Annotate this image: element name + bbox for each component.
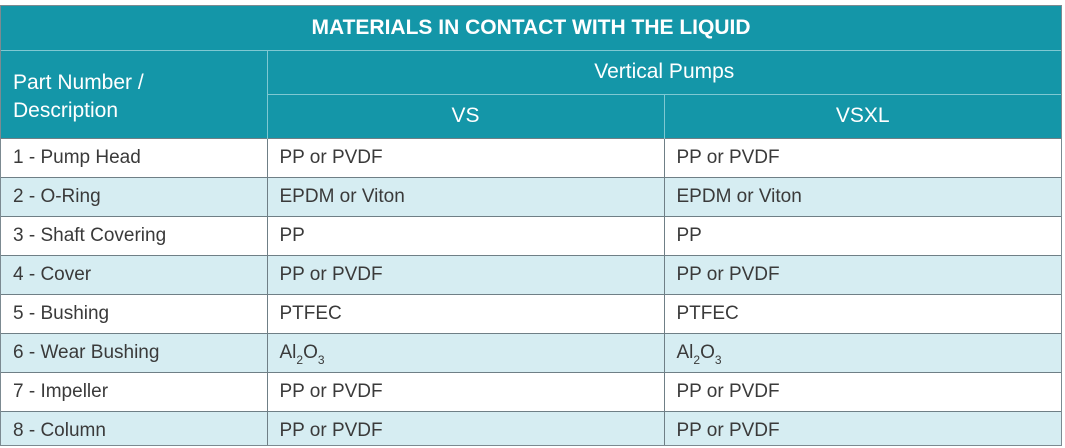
part-cell: 2 - O-Ring <box>1 176 268 216</box>
table-row: 5 - Bushing PTFEC PTFEC <box>1 293 1061 333</box>
desc-header-line1: Part Number / <box>13 70 144 94</box>
vsxl-cell: PP <box>664 215 1061 255</box>
vs-cell: Al2O3 <box>267 332 665 372</box>
vertical-pumps-header: Vertical Pumps <box>267 50 1061 95</box>
vs-cell: EPDM or Viton <box>267 176 665 216</box>
table-title: MATERIALS IN CONTACT WITH THE LIQUID <box>1 6 1061 51</box>
vsxl-cell: PP or PVDF <box>664 137 1061 177</box>
part-cell: 7 - Impeller <box>1 371 268 411</box>
vs-cell: PP or PVDF <box>267 137 665 177</box>
part-cell: 8 - Column <box>1 410 268 445</box>
part-cell: 6 - Wear Bushing <box>1 332 268 372</box>
vsxl-column-header: VSXL <box>664 94 1061 138</box>
table-row: 6 - Wear Bushing Al2O3 Al2O3 <box>1 332 1061 372</box>
table-row: 3 - Shaft Covering PP PP <box>1 215 1061 255</box>
vsxl-cell: Al2O3 <box>664 332 1061 372</box>
vsxl-cell: PP or PVDF <box>664 254 1061 294</box>
vsxl-cell: PP or PVDF <box>664 371 1061 411</box>
table-row: 1 - Pump Head PP or PVDF PP or PVDF <box>1 137 1061 177</box>
materials-table: MATERIALS IN CONTACT WITH THE LIQUID Par… <box>1 6 1061 445</box>
vs-cell: PP or PVDF <box>267 410 665 445</box>
vs-cell: PTFEC <box>267 293 665 333</box>
part-cell: 4 - Cover <box>1 254 268 294</box>
vs-cell: PP or PVDF <box>267 254 665 294</box>
part-cell: 1 - Pump Head <box>1 137 268 177</box>
table-row: 7 - Impeller PP or PVDF PP or PVDF <box>1 371 1061 411</box>
vs-cell: PP or PVDF <box>267 371 665 411</box>
table-row: 4 - Cover PP or PVDF PP or PVDF <box>1 254 1061 294</box>
vsxl-cell: PTFEC <box>664 293 1061 333</box>
materials-table-frame: MATERIALS IN CONTACT WITH THE LIQUID Par… <box>0 5 1062 446</box>
table-row: 8 - Column PP or PVDF PP or PVDF <box>1 410 1061 445</box>
part-cell: 5 - Bushing <box>1 293 268 333</box>
vsxl-cell: EPDM or Viton <box>664 176 1061 216</box>
desc-header-line2: Description <box>13 98 119 122</box>
part-cell: 3 - Shaft Covering <box>1 215 268 255</box>
vsxl-cell: PP or PVDF <box>664 410 1061 445</box>
part-description-header: Part Number / Description <box>1 50 268 138</box>
vs-column-header: VS <box>267 94 665 138</box>
table-row: 2 - O-Ring EPDM or Viton EPDM or Viton <box>1 176 1061 216</box>
vs-cell: PP <box>267 215 665 255</box>
